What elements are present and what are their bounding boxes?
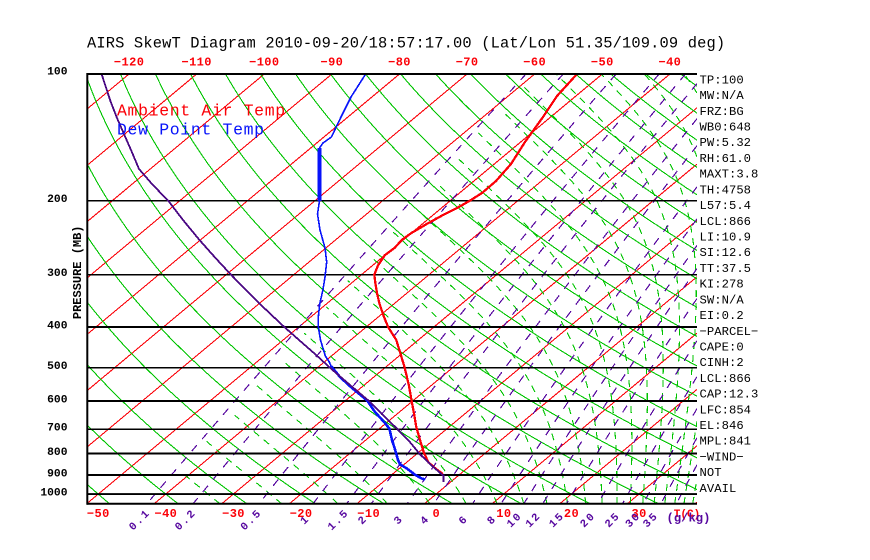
svg-text:TH:4758: TH:4758 [700, 183, 752, 197]
svg-text:CAP:12.3: CAP:12.3 [700, 388, 759, 402]
svg-text:−70: −70 [456, 56, 479, 70]
svg-text:LCL:866: LCL:866 [700, 372, 752, 386]
svg-text:900: 900 [47, 468, 68, 480]
svg-text:MW:N/A: MW:N/A [700, 89, 745, 103]
svg-text:−30: −30 [222, 507, 245, 521]
svg-text:Dew Point Temp: Dew Point Temp [117, 121, 265, 140]
svg-text:PRESSURE (MB): PRESSURE (MB) [71, 225, 85, 319]
svg-text:L57:5.4: L57:5.4 [700, 199, 752, 213]
svg-text:−10: −10 [357, 507, 380, 521]
svg-text:AVAIL: AVAIL [700, 482, 737, 496]
svg-text:100: 100 [47, 66, 68, 78]
svg-text:−90: −90 [320, 56, 343, 70]
svg-text:MPL:841: MPL:841 [700, 435, 752, 449]
svg-text:0: 0 [432, 507, 440, 521]
svg-text:LI:10.9: LI:10.9 [700, 231, 752, 245]
svg-text:−50: −50 [591, 56, 614, 70]
svg-text:AIRS SkewT Diagram 2010-09-20/: AIRS SkewT Diagram 2010-09-20/18:57:17.0… [87, 34, 725, 52]
svg-text:−50: −50 [87, 507, 110, 521]
svg-text:−WIND−: −WIND− [700, 450, 744, 464]
svg-text:−100: −100 [249, 56, 279, 70]
svg-text:FRZ:BG: FRZ:BG [700, 105, 744, 119]
svg-text:10: 10 [496, 507, 511, 521]
svg-text:−PARCEL−: −PARCEL− [700, 325, 759, 339]
svg-text:−110: −110 [181, 56, 211, 70]
svg-text:700: 700 [47, 423, 68, 435]
svg-text:800: 800 [47, 447, 68, 459]
svg-text:300: 300 [47, 268, 68, 280]
svg-text:RH:61.0: RH:61.0 [700, 152, 752, 166]
svg-text:−40: −40 [658, 56, 681, 70]
svg-text:SW:N/A: SW:N/A [700, 293, 745, 307]
svg-text:30: 30 [631, 507, 646, 521]
svg-text:−40: −40 [154, 507, 177, 521]
svg-text:TT:37.5: TT:37.5 [700, 262, 752, 276]
svg-text:PW:5.32: PW:5.32 [700, 136, 752, 150]
svg-text:1000: 1000 [40, 488, 67, 500]
svg-text:(g/kg): (g/kg) [667, 512, 711, 526]
svg-text:−60: −60 [523, 56, 546, 70]
svg-text:600: 600 [47, 395, 68, 407]
svg-text:CINH:2: CINH:2 [700, 356, 744, 370]
svg-text:200: 200 [47, 194, 68, 206]
svg-text:EL:846: EL:846 [700, 419, 744, 433]
svg-text:EI:0.2: EI:0.2 [700, 309, 744, 323]
svg-text:LCL:866: LCL:866 [700, 215, 752, 229]
svg-text:400: 400 [47, 321, 68, 333]
svg-text:SI:12.6: SI:12.6 [700, 246, 752, 260]
svg-text:−80: −80 [388, 56, 411, 70]
svg-text:Ambient Air Temp: Ambient Air Temp [117, 101, 286, 120]
svg-text:LFC:854: LFC:854 [700, 403, 752, 417]
svg-text:CAPE:0: CAPE:0 [700, 341, 744, 355]
svg-text:−20: −20 [290, 507, 313, 521]
svg-text:−120: −120 [114, 56, 144, 70]
svg-text:20: 20 [564, 507, 579, 521]
svg-text:500: 500 [47, 361, 68, 373]
svg-text:TP:100: TP:100 [700, 73, 744, 87]
svg-text:T(C): T(C) [674, 509, 700, 521]
svg-text:WB0:648: WB0:648 [700, 121, 752, 135]
svg-text:NOT: NOT [700, 466, 722, 480]
svg-text:KI:278: KI:278 [700, 278, 744, 292]
svg-text:MAXT:3.8: MAXT:3.8 [700, 168, 759, 182]
